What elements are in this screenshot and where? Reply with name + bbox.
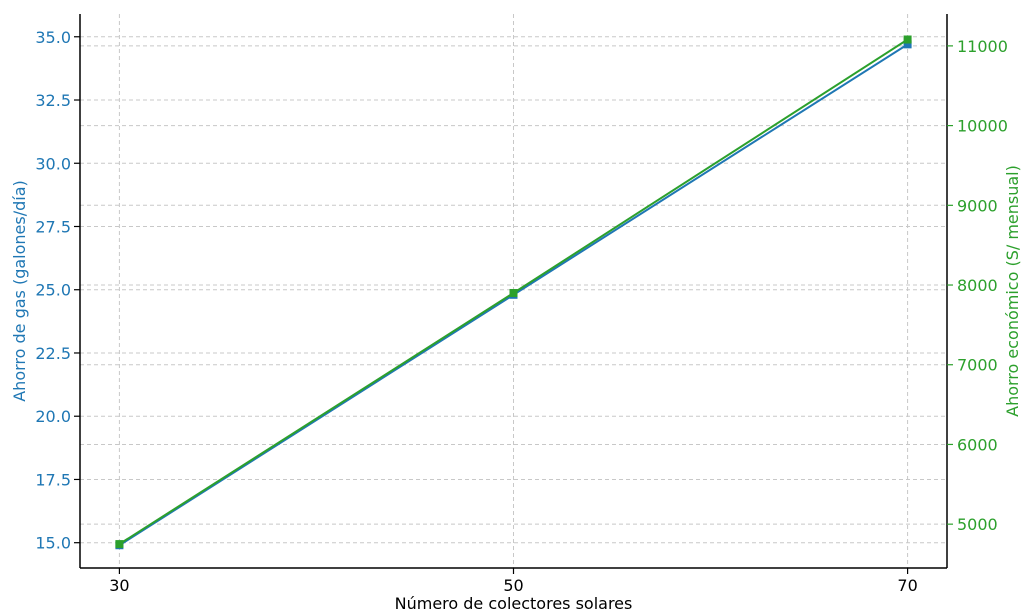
series-point-right-0	[115, 540, 124, 549]
y-left-tick-label-0: 15.0	[35, 534, 71, 553]
y-right-tick-label-6: 11000	[957, 37, 1008, 56]
y-right-tick-label-2: 7000	[957, 356, 998, 375]
y-right-tick-label-0: 5000	[957, 515, 998, 534]
y-axis-right-label: Ahorro económico (S/ mensual)	[1003, 165, 1022, 417]
y-left-tick-label-3: 22.5	[35, 344, 71, 363]
y-left-tick-label-1: 17.5	[35, 470, 71, 489]
x-tick-label-1: 50	[503, 576, 523, 595]
y-left-tick-label-5: 27.5	[35, 217, 71, 236]
x-tick-label-0: 30	[109, 576, 129, 595]
grid-lines	[80, 14, 947, 568]
x-axis-label: Número de colectores solares	[395, 594, 633, 613]
series-layer	[115, 35, 912, 550]
y-left-tick-label-7: 32.5	[35, 91, 71, 110]
y-right-tick-label-1: 6000	[957, 435, 998, 454]
y-left-tick-label-4: 25.0	[35, 281, 71, 300]
y-left-tick-label-6: 30.0	[35, 154, 71, 173]
series-point-left-2	[903, 40, 912, 49]
x-tick-label-2: 70	[897, 576, 917, 595]
tick-layer: 30 50 70 15.0 17.5 20.0 22.5 25.0 27.5 30.0 32.5 35…	[35, 28, 1008, 595]
y-left-tick-label-8: 35.0	[35, 28, 71, 47]
y-right-tick-label-5: 10000	[957, 117, 1008, 136]
y-right-tick-label-4: 9000	[957, 196, 998, 215]
y-right-tick-label-3: 8000	[957, 276, 998, 295]
y-axis-left-label: Ahorro de gas (galones/día)	[10, 180, 29, 402]
series-point-right-1	[509, 288, 518, 297]
series-point-right-2	[903, 35, 912, 44]
y-left-tick-label-2: 20.0	[35, 407, 71, 426]
